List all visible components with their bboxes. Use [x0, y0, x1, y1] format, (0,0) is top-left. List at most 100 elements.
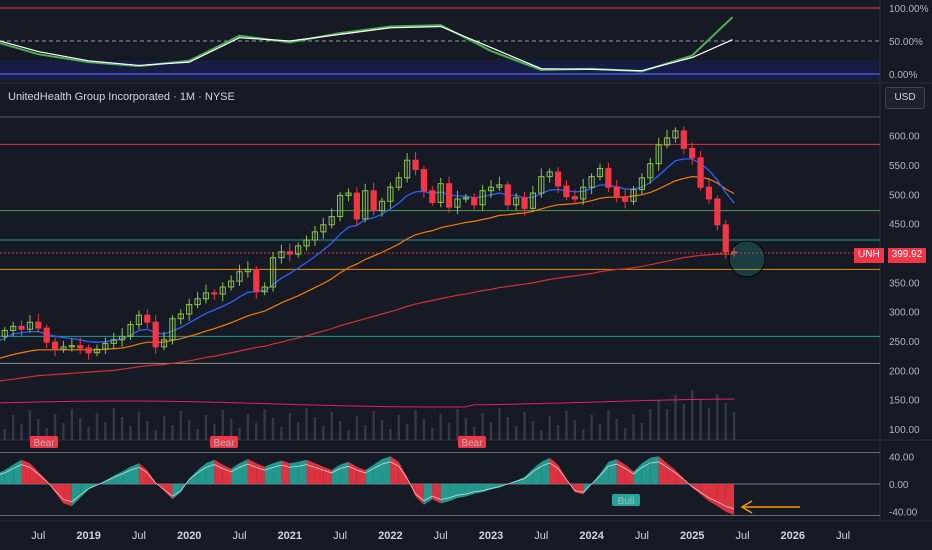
volume-bar [205, 415, 207, 440]
volume-bar [104, 422, 106, 440]
candle-body [354, 193, 359, 219]
volume-bar [666, 409, 668, 440]
macd-axis-label: 0.00 [889, 480, 909, 491]
ticker-label: UNH [854, 248, 884, 263]
volume-bar [272, 418, 274, 440]
time-axis-label: Jul [534, 530, 548, 542]
volume-bar [146, 421, 148, 440]
price-axis-label: 150.00 [889, 396, 920, 407]
time-axis-label: Jul [836, 530, 850, 542]
volume-bar [406, 424, 408, 440]
time-axis-label: 2026 [781, 530, 805, 542]
macd-area [273, 460, 281, 484]
candle-body [614, 187, 619, 196]
currency-button[interactable]: USD [885, 87, 925, 109]
volume-bar [632, 414, 634, 440]
macd-area [240, 459, 248, 484]
macd-area [541, 458, 549, 484]
macd-area [441, 484, 449, 503]
candle-body [145, 315, 150, 322]
volume-bar [699, 399, 701, 440]
candle-body [44, 328, 49, 342]
volume-bar [29, 410, 31, 440]
volume-bar [440, 414, 442, 440]
candle-body [706, 187, 711, 199]
time-axis-label: Jul [31, 530, 45, 542]
volume-bar [280, 427, 282, 440]
candle-body [36, 322, 41, 328]
macd-area [63, 484, 71, 506]
bear-signal-label: Bear [461, 438, 483, 449]
macd-area [298, 460, 306, 484]
volume-bar [381, 420, 383, 440]
candle-body [421, 170, 426, 191]
macd-area [307, 460, 315, 484]
candle-body [413, 160, 418, 169]
volume-bar [372, 411, 374, 440]
volume-bar [725, 403, 727, 440]
volume-bar [196, 429, 198, 440]
time-axis-label: 2021 [278, 530, 302, 542]
volume-bar [590, 415, 592, 440]
stoch-axis-label: 50.00% [889, 37, 923, 48]
volume-bar [616, 419, 618, 440]
candle-body [723, 225, 728, 252]
volume-bar [674, 395, 676, 440]
macd-area [22, 460, 30, 484]
price-axis-label: 200.00 [889, 366, 920, 377]
volume-bar [657, 400, 659, 440]
bull-signal-label: Bull [618, 496, 635, 507]
time-axis-label: Jul [735, 530, 749, 542]
price-axis-label: 450.00 [889, 220, 920, 231]
volume-bar [129, 426, 131, 440]
time-axis-label: 2023 [479, 530, 503, 542]
candle-body [19, 326, 24, 329]
volume-bar [448, 423, 450, 440]
macd-area [290, 462, 298, 484]
volume-bar [356, 416, 358, 440]
highlight-circle [729, 241, 765, 277]
volume-bar [414, 410, 416, 440]
candle-body [78, 346, 83, 348]
volume-bar [263, 409, 265, 440]
volume-bar [540, 430, 542, 440]
volume-bar [456, 409, 458, 440]
macd-area [457, 484, 465, 498]
macd-area [248, 459, 256, 484]
volume-bar [96, 413, 98, 440]
time-axis-label: Jul [635, 530, 649, 542]
volume-bar [624, 428, 626, 440]
volume-bar [71, 409, 73, 440]
volume-bar [641, 423, 643, 440]
price-axis-label: 350.00 [889, 278, 920, 289]
volume-bar [548, 416, 550, 440]
volume-bar [607, 410, 609, 440]
candle-body [212, 293, 217, 294]
candle-body [564, 186, 569, 197]
volume-bar [716, 394, 718, 440]
volume-bar [574, 420, 576, 440]
time-axis-label: Jul [333, 530, 347, 542]
stoch-axis-label: 0.00% [889, 70, 917, 81]
macd-area [256, 463, 264, 484]
volume-bar [389, 429, 391, 440]
volume-bar [364, 425, 366, 440]
volume-bar [532, 421, 534, 440]
volume-bar [523, 412, 525, 440]
macd-area [650, 456, 658, 484]
price-axis-label: 250.00 [889, 337, 920, 348]
volume-bar [4, 429, 6, 440]
time-axis-label: Jul [132, 530, 146, 542]
volume-bar [490, 422, 492, 440]
volume-bar [154, 430, 156, 440]
macd-area [474, 484, 482, 494]
candle-body [690, 148, 695, 157]
macd-area [340, 462, 348, 484]
time-axis-label: Jul [232, 530, 246, 542]
oversold-zone [0, 61, 880, 80]
volume-bar [431, 428, 433, 440]
time-axis-label: 2020 [177, 530, 201, 542]
volume-bar [691, 390, 693, 440]
